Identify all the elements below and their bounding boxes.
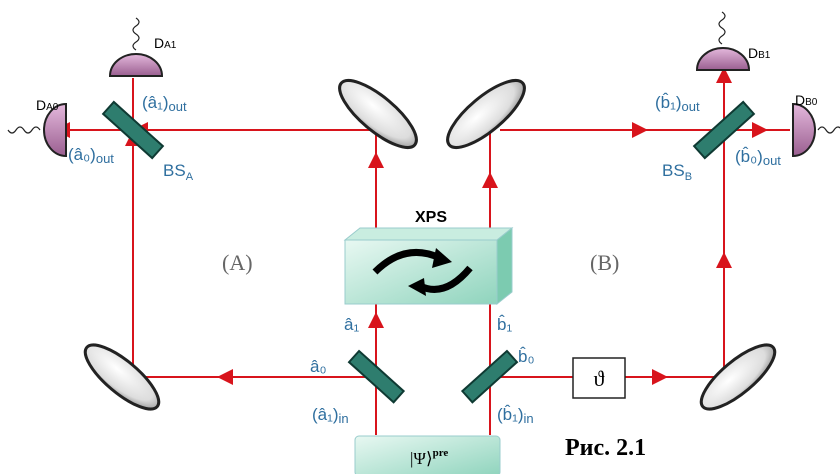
bs-sub: A [186,171,194,183]
detector-sub: A0 [46,102,59,113]
detector-name: D [748,45,758,61]
mode-name: (b̂₁) [655,92,682,112]
xps-label: XPS [415,209,447,226]
mode-name: (b̂₀) [735,146,763,166]
mode-sub: out [96,151,114,166]
xps-box [343,226,514,306]
mode-label: (â₀)out [68,145,114,166]
mode-name: (b̂₁) [497,404,524,424]
bs-label: BSB [662,161,692,183]
detector-name: D [154,35,164,51]
mode-name: (â₁) [142,93,169,112]
phase-label: ϑ [594,366,605,391]
state-box [354,435,501,474]
detector-sub: A1 [164,40,177,51]
detector-sub: B1 [758,50,771,61]
state-label: |Ψ⟩pre [410,447,448,468]
phase-box [572,357,626,399]
mode-label: (b̂₁)out [655,92,700,114]
mode-label: (â₁)in [312,405,349,426]
detector-label: DA0 [36,97,59,113]
detectors [7,11,840,158]
caption: Рис. 2.1 [565,435,646,461]
state-sup: pre [433,447,449,459]
state-ket: |Ψ⟩ [410,449,433,468]
mode-name: (â₀) [68,145,96,164]
bs-name: BS [163,161,186,180]
detector-name: D [795,92,805,108]
bs-sub: B [685,171,692,183]
beam-splitter-slabs [101,100,756,404]
mode-sub: out [682,99,700,114]
mode-sub: in [339,411,349,426]
mode-label: â₀ [310,357,327,376]
detector-sub: B0 [805,97,818,108]
detector-label: DA1 [154,35,177,51]
mode-label: b̂₀ [518,346,535,366]
mode-sub: out [763,153,781,168]
region-label: (A) [222,250,253,275]
bs-name: BS [662,161,685,180]
detector-name: D [36,97,46,113]
mode-name: (â₁) [312,405,339,424]
mode-label: (b̂₀)out [735,146,781,168]
bs-label: BSA [163,161,194,183]
mirrors [83,79,777,411]
region-label: (B) [590,250,619,275]
mode-label: (b̂₁)in [497,404,534,426]
mode-label: (â₁)out [142,93,187,114]
mode-sub: in [524,411,534,426]
detector-label: DB1 [748,45,771,61]
mode-label: b̂₁ [497,314,512,334]
detector-label: DB0 [795,92,818,108]
mode-label: â₁ [344,315,359,334]
mode-sub: out [169,99,187,114]
